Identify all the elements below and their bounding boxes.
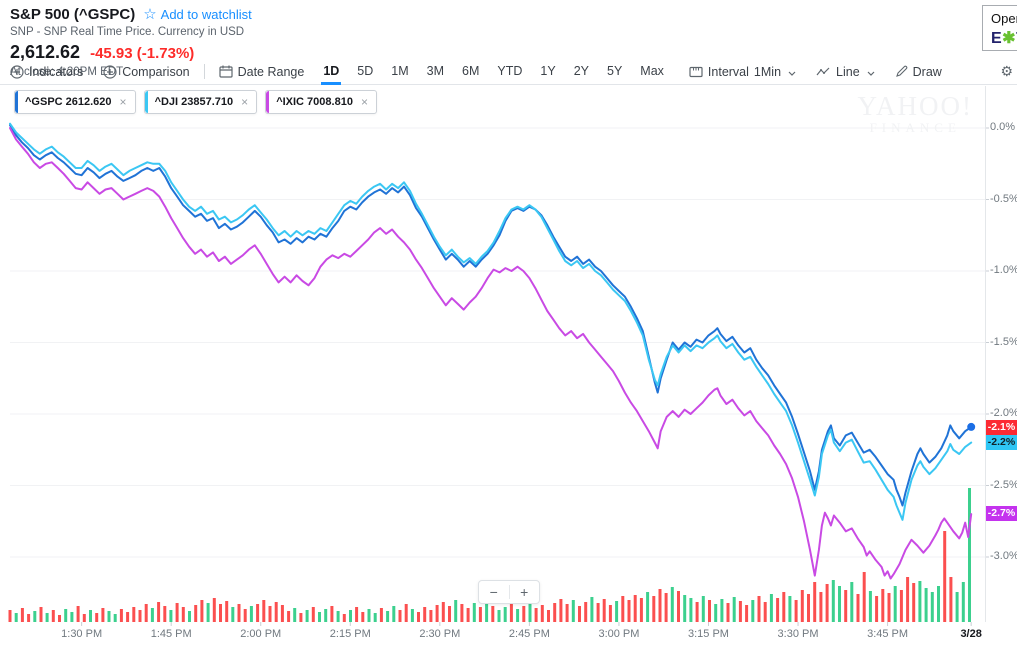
y-axis-label: -0.5% (990, 192, 1017, 205)
ad-banner[interactable]: Open a E✱T (982, 5, 1017, 51)
chart-type-dropdown[interactable]: Line (806, 65, 885, 79)
toolbar-divider (203, 64, 205, 79)
range-tab-5y[interactable]: 5Y (607, 64, 623, 78)
x-axis-label: 1:45 PM (150, 628, 192, 640)
zoom-out-button[interactable]: − (489, 584, 498, 600)
chart-plot-area[interactable]: YAHOO! FINANCE ^GSPC 2612.620 × ^DJI 23857… (0, 85, 1017, 649)
last-price-tag-gspc: -2.1% (986, 420, 1017, 436)
date-range-button[interactable]: Date Range (209, 65, 315, 79)
gear-icon[interactable]: ⚙ (1000, 63, 1013, 79)
chevron-down-icon (788, 65, 796, 79)
interval-value: 1Min (753, 64, 782, 79)
last-price-tag-ixic: -2.7% (986, 506, 1017, 522)
comparison-label: Comparison (122, 64, 190, 79)
indicators-label: Indicators (29, 64, 84, 79)
calendar-icon (218, 65, 233, 78)
range-tab-1y[interactable]: 1Y (540, 64, 556, 78)
ticker-chip-gspc[interactable]: ^GSPC 2612.620 × (14, 90, 136, 114)
ad-text: Open a (991, 11, 1017, 26)
price-change: -45.93 (-1.73%) (90, 45, 195, 62)
x-axis-label: 3/28 (960, 628, 982, 640)
comparison-chips: ^GSPC 2612.620 × ^DJI 23857.710 × ^IXIC 7008… (14, 90, 377, 114)
chevron-down-icon (867, 65, 875, 79)
chart-toolbar: Indicators Comparison Date Range 1D 5D 1M 3… (0, 59, 1017, 85)
zoom-controls: − + (478, 580, 540, 604)
etrade-logo: E✱T (991, 30, 1017, 47)
draw-label: Draw (912, 64, 942, 79)
range-tab-max[interactable]: Max (640, 64, 664, 78)
y-axis-label: 0.0% (990, 121, 1016, 133)
range-tab-1d[interactable]: 1D (314, 59, 348, 85)
add-to-watchlist-label: Add to watchlist (160, 7, 252, 22)
x-axis-label: 3:30 PM (777, 628, 819, 640)
x-axis-label: 2:45 PM (508, 628, 550, 640)
at-close-note: At close: 4:20PM EDT (10, 66, 124, 78)
y-axis-label: -3.0% (990, 550, 1017, 562)
last-price-tag-dji: -2.2% (986, 434, 1017, 450)
date-range-label: Date Range (237, 64, 305, 79)
x-axis-label: 2:30 PM (419, 628, 461, 640)
ticker-chip-ixic[interactable]: ^IXIC 7008.810 × (265, 90, 377, 114)
chip-label: ^GSPC 2612.620 (25, 96, 112, 108)
chip-color-bar (266, 91, 270, 113)
add-to-watchlist-button[interactable]: ☆ Add to watchlist (143, 7, 252, 22)
range-tabs: 1D 5D 1M 3M 6M YTD 1Y 2Y 5Y Max (314, 59, 673, 85)
draw-button[interactable]: Draw (885, 65, 952, 79)
etrade-star-icon: ✱ (1002, 30, 1017, 47)
price-line-chart (8, 86, 989, 626)
y-axis-label: -1.0% (990, 264, 1017, 276)
interval-icon (689, 66, 703, 78)
range-tab-2y[interactable]: 2Y (573, 64, 589, 78)
plus-circle-icon (10, 64, 24, 79)
y-axis-label: -2.5% (990, 478, 1017, 491)
chart-type-label: Line (836, 64, 860, 79)
zoom-in-button[interactable]: + (520, 584, 529, 600)
close-icon[interactable]: × (360, 95, 368, 109)
plus-circle-icon (103, 64, 117, 79)
range-tab-5d[interactable]: 5D (357, 64, 374, 78)
x-axis-label: 3:15 PM (688, 628, 729, 640)
close-icon[interactable]: × (119, 95, 127, 109)
range-tab-6m[interactable]: 6M (462, 64, 480, 78)
y-axis-label: -2.0% (990, 407, 1017, 419)
x-axis-label: 2:00 PM (240, 628, 282, 640)
x-axis-label: 3:00 PM (598, 628, 640, 640)
chip-color-bar (144, 91, 148, 113)
indicators-button[interactable]: Indicators (0, 65, 93, 79)
range-tab-1m[interactable]: 1M (391, 64, 409, 78)
range-tab-3m[interactable]: 3M (426, 64, 445, 78)
interval-label: Interval (707, 64, 749, 79)
x-axis-label: 2:15 PM (329, 628, 371, 640)
close-icon[interactable]: × (241, 95, 249, 109)
chip-color-bar (15, 91, 18, 113)
chip-label: ^IXIC 7008.810 (276, 96, 353, 108)
interval-dropdown[interactable]: Interval 1Min (679, 65, 806, 79)
pencil-icon (895, 65, 908, 78)
x-axis-label: 1:30 PM (61, 628, 103, 640)
zoom-divider (508, 585, 510, 599)
current-price: 2,612.62 (10, 42, 81, 62)
page-title: S&P 500 (^GSPC) (10, 6, 136, 23)
y-axis-label: -1.5% (990, 335, 1017, 348)
quote-header: S&P 500 (^GSPC) ☆ Add to watchlist SNP -… (10, 6, 252, 78)
range-tab-ytd[interactable]: YTD (497, 64, 523, 78)
x-axis-label: 3:45 PM (867, 628, 909, 640)
quote-subtitle: SNP - SNP Real Time Price. Currency in U… (10, 26, 245, 38)
chip-label: ^DJI 23857.710 (154, 96, 234, 108)
ticker-chip-dji[interactable]: ^DJI 23857.710 × (143, 90, 258, 114)
star-icon: ☆ (143, 6, 157, 23)
comparison-button[interactable]: Comparison (93, 65, 199, 79)
line-chart-icon (816, 67, 831, 77)
